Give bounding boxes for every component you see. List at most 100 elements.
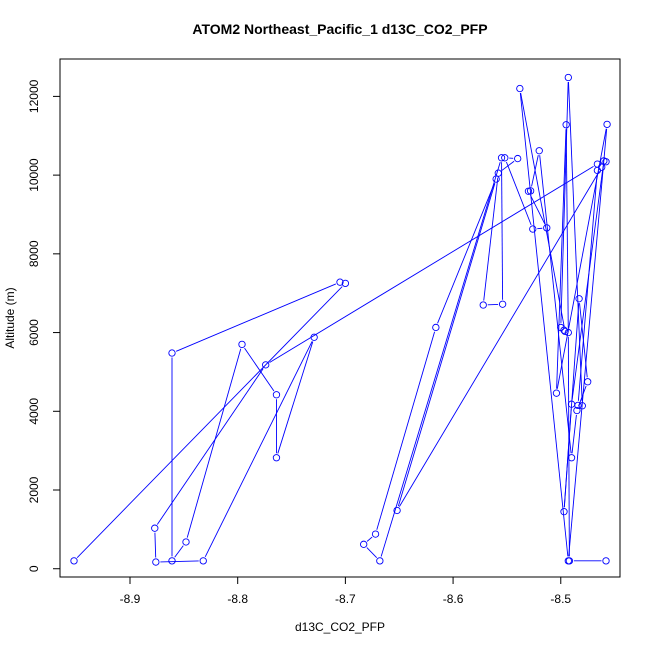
x-tick-label: -8.8 — [227, 592, 248, 606]
data-point — [479, 301, 487, 309]
data-point — [238, 340, 246, 349]
data-point — [524, 187, 533, 195]
y-tick-label: 0 — [27, 565, 41, 572]
series-segment — [376, 331, 436, 530]
data-point — [199, 557, 207, 565]
y-tick-label: 10000 — [27, 158, 41, 192]
series-segment — [556, 128, 607, 389]
series-segment — [174, 545, 184, 558]
series-segment — [530, 195, 546, 225]
data-point — [360, 540, 368, 548]
x-axis: -8.9 -8.8 -8.7 -8.6 -8.5 — [120, 576, 571, 606]
chart-title: ATOM2 Northeast_Pacific_1 d13C_CO2_PFP — [192, 21, 487, 37]
series-segment — [186, 348, 242, 538]
data-point — [498, 300, 507, 308]
series-segment — [160, 560, 199, 563]
y-tick-label: 2000 — [27, 476, 41, 503]
series-segment — [565, 129, 569, 329]
series-layer — [70, 73, 611, 566]
series-segment — [366, 536, 373, 542]
series-segment — [244, 347, 275, 392]
y-tick-label: 6000 — [27, 319, 41, 346]
x-tick-label: -8.9 — [120, 592, 141, 606]
series-segment — [204, 341, 313, 558]
data-point — [371, 530, 380, 538]
series-segment — [380, 161, 501, 557]
series-segment — [505, 161, 532, 226]
data-point — [560, 326, 568, 334]
series-segment — [483, 177, 499, 301]
data-point — [529, 225, 537, 233]
x-tick-label: -8.5 — [550, 592, 571, 606]
data-point — [578, 402, 586, 410]
data-point — [574, 401, 582, 410]
data-point — [501, 154, 509, 162]
series-segment — [501, 160, 515, 171]
data-point — [575, 295, 583, 303]
data-point — [497, 154, 506, 162]
y-tick-label: 4000 — [27, 398, 41, 425]
y-axis: 0 2000 4000 6000 8000 10000 12000 — [27, 79, 61, 572]
series-segment — [156, 368, 264, 525]
data-point — [516, 84, 524, 93]
data-point — [168, 349, 176, 357]
data-point — [492, 175, 500, 183]
series-segment — [519, 92, 569, 557]
y-axis-label: Altitude (m) — [3, 287, 17, 348]
series-segment — [175, 283, 337, 352]
data-point — [152, 558, 160, 566]
data-point — [393, 506, 401, 515]
data-point — [603, 120, 611, 128]
data-point — [543, 224, 551, 232]
series-segment — [76, 286, 343, 558]
x-tick-label: -8.6 — [443, 592, 464, 606]
series-segment — [571, 414, 577, 454]
series-segment — [539, 155, 572, 454]
data-point — [432, 323, 440, 332]
data-point — [565, 557, 574, 565]
series-segment — [560, 81, 569, 323]
data-point — [593, 166, 602, 175]
data-point — [600, 157, 608, 165]
data-point — [564, 73, 572, 82]
y-tick-label: 12000 — [27, 79, 41, 113]
series-segment — [154, 532, 157, 558]
data-point — [567, 454, 576, 462]
data-point — [584, 378, 592, 386]
data-point — [573, 406, 581, 415]
data-point — [602, 557, 610, 565]
data-point — [560, 508, 568, 516]
data-point — [535, 147, 543, 155]
data-point — [182, 538, 190, 546]
data-point — [272, 454, 281, 462]
data-point — [262, 361, 270, 369]
data-point — [151, 524, 159, 532]
series-segment — [277, 341, 314, 454]
data-point — [168, 557, 176, 565]
series-segment — [398, 170, 600, 507]
data-point — [272, 391, 281, 399]
series-segment — [366, 547, 378, 558]
series-segment — [568, 128, 608, 557]
data-point — [564, 328, 572, 337]
series-segment — [269, 166, 594, 363]
data-point — [562, 121, 570, 129]
data-point — [552, 389, 561, 397]
x-axis-label: d13C_CO2_PFP — [295, 620, 385, 634]
series-segment — [568, 81, 583, 402]
data-point — [561, 327, 569, 336]
series-segment — [577, 174, 598, 401]
data-point — [336, 278, 344, 286]
series-segment — [501, 162, 504, 300]
series-segment — [520, 92, 565, 328]
y-tick-label: 8000 — [27, 240, 41, 267]
data-point — [310, 333, 318, 341]
data-point — [376, 557, 384, 565]
series-segment — [567, 337, 570, 557]
data-point — [514, 154, 522, 163]
x-tick-label: -8.7 — [335, 592, 356, 606]
series-segment — [556, 129, 567, 389]
series-segment — [563, 303, 580, 508]
